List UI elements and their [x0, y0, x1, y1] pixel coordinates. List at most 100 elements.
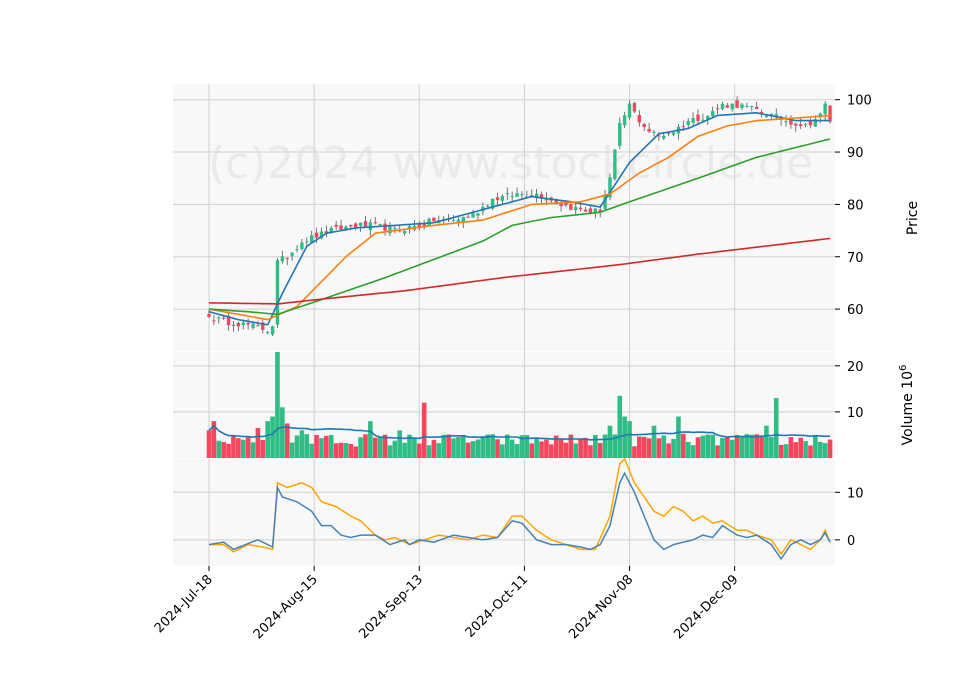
- volume-bar: [368, 421, 373, 458]
- candle-body: [774, 114, 778, 117]
- volume-bar: [446, 434, 451, 458]
- candle-body: [813, 119, 818, 127]
- price-axis-tick-label: 100: [847, 94, 872, 109]
- volume-bar: [646, 438, 652, 458]
- volume-bar: [783, 444, 789, 458]
- volume-bar: [544, 439, 549, 458]
- volume-bar: [470, 441, 476, 458]
- candle-body: [759, 111, 764, 113]
- volume-bar: [250, 442, 256, 458]
- volume-bar: [534, 437, 539, 458]
- price-axis-title: Price: [905, 201, 921, 235]
- volume-bar: [700, 435, 706, 458]
- volume-bar: [304, 434, 310, 458]
- volume-bar: [397, 430, 403, 458]
- volume-bar: [793, 442, 799, 458]
- volume-bar: [666, 443, 671, 458]
- oscillator-axis-tick-label: 0: [847, 534, 855, 549]
- volume-bar: [822, 443, 828, 458]
- candle-body: [750, 106, 754, 108]
- candle-body: [334, 224, 338, 227]
- candle-body: [696, 114, 700, 121]
- candle-body: [471, 213, 475, 218]
- volume-bar: [798, 437, 803, 458]
- volume-bar: [602, 434, 608, 458]
- price-axis-tick-label: 70: [847, 251, 864, 266]
- candle-body: [486, 205, 490, 207]
- volume-axis-title: Volume 106: [898, 365, 916, 446]
- candle-body: [764, 115, 769, 117]
- candle-body: [456, 219, 461, 223]
- candle-body: [309, 235, 314, 243]
- volume-bar: [720, 438, 725, 458]
- candle-body: [231, 324, 236, 326]
- volume-bar: [280, 407, 285, 458]
- price-axis-tick-label: 80: [847, 198, 864, 213]
- volume-bar: [759, 435, 764, 458]
- oscillator-panel-background: [173, 459, 835, 566]
- candle-body: [564, 202, 568, 206]
- volume-bar: [387, 445, 393, 458]
- volume-bar: [456, 437, 461, 458]
- volume-bar: [407, 434, 412, 458]
- volume-bar: [343, 443, 349, 458]
- volume-bar: [260, 439, 266, 458]
- candle-body: [368, 222, 373, 231]
- candle-body: [349, 224, 353, 227]
- volume-bar: [514, 444, 520, 458]
- candle-body: [671, 132, 676, 135]
- candle-body: [691, 117, 695, 123]
- candle-body: [256, 325, 260, 327]
- candle-body: [461, 216, 465, 223]
- volume-bar: [769, 437, 774, 458]
- candle-body: [666, 132, 671, 134]
- candle-body: [525, 196, 529, 198]
- volume-bar: [681, 433, 686, 458]
- volume-bars: [206, 352, 833, 458]
- volume-bar: [372, 437, 378, 458]
- price-axis-tick-label: 90: [847, 146, 864, 161]
- volume-bar: [319, 438, 324, 458]
- candle-body: [642, 124, 646, 128]
- candle-body: [735, 100, 739, 108]
- volume-bar: [773, 398, 779, 458]
- volume-bar: [676, 416, 681, 458]
- candle-body: [363, 221, 368, 227]
- candle-body: [466, 216, 470, 218]
- candle-body: [828, 105, 832, 122]
- candle-body: [417, 223, 421, 227]
- candle-body: [246, 322, 250, 325]
- x-axis-tick-label: 2024-Dec-09: [671, 572, 741, 642]
- volume-bar: [627, 421, 632, 458]
- volume-bar: [817, 441, 823, 458]
- candle-body: [236, 322, 241, 327]
- candle-body: [652, 131, 656, 133]
- volume-bar: [695, 437, 701, 458]
- candle-body: [422, 223, 426, 226]
- volume-bar: [490, 434, 495, 458]
- volume-bar: [495, 439, 500, 458]
- volume-bar: [265, 421, 270, 458]
- volume-bar: [529, 443, 535, 458]
- volume-bar: [275, 352, 280, 458]
- volume-bar: [348, 443, 354, 458]
- volume-bar: [764, 425, 769, 458]
- candle-body: [402, 230, 407, 234]
- candle-body: [701, 119, 705, 121]
- candle-body: [221, 317, 226, 319]
- volume-bar: [583, 437, 588, 458]
- candle-body: [329, 227, 333, 233]
- x-axis-tick-label: 2024-Nov-08: [566, 572, 636, 642]
- volume-bar: [299, 430, 305, 458]
- candle-body: [583, 209, 588, 212]
- candle-body: [261, 322, 265, 330]
- volume-bar: [284, 423, 290, 458]
- volume-bar: [377, 436, 383, 458]
- volume-bar: [309, 443, 314, 458]
- candle-body: [393, 228, 397, 230]
- volume-bar: [788, 437, 794, 458]
- volume-bar: [412, 438, 417, 458]
- volume-bar: [289, 442, 295, 458]
- candle-body: [505, 193, 509, 195]
